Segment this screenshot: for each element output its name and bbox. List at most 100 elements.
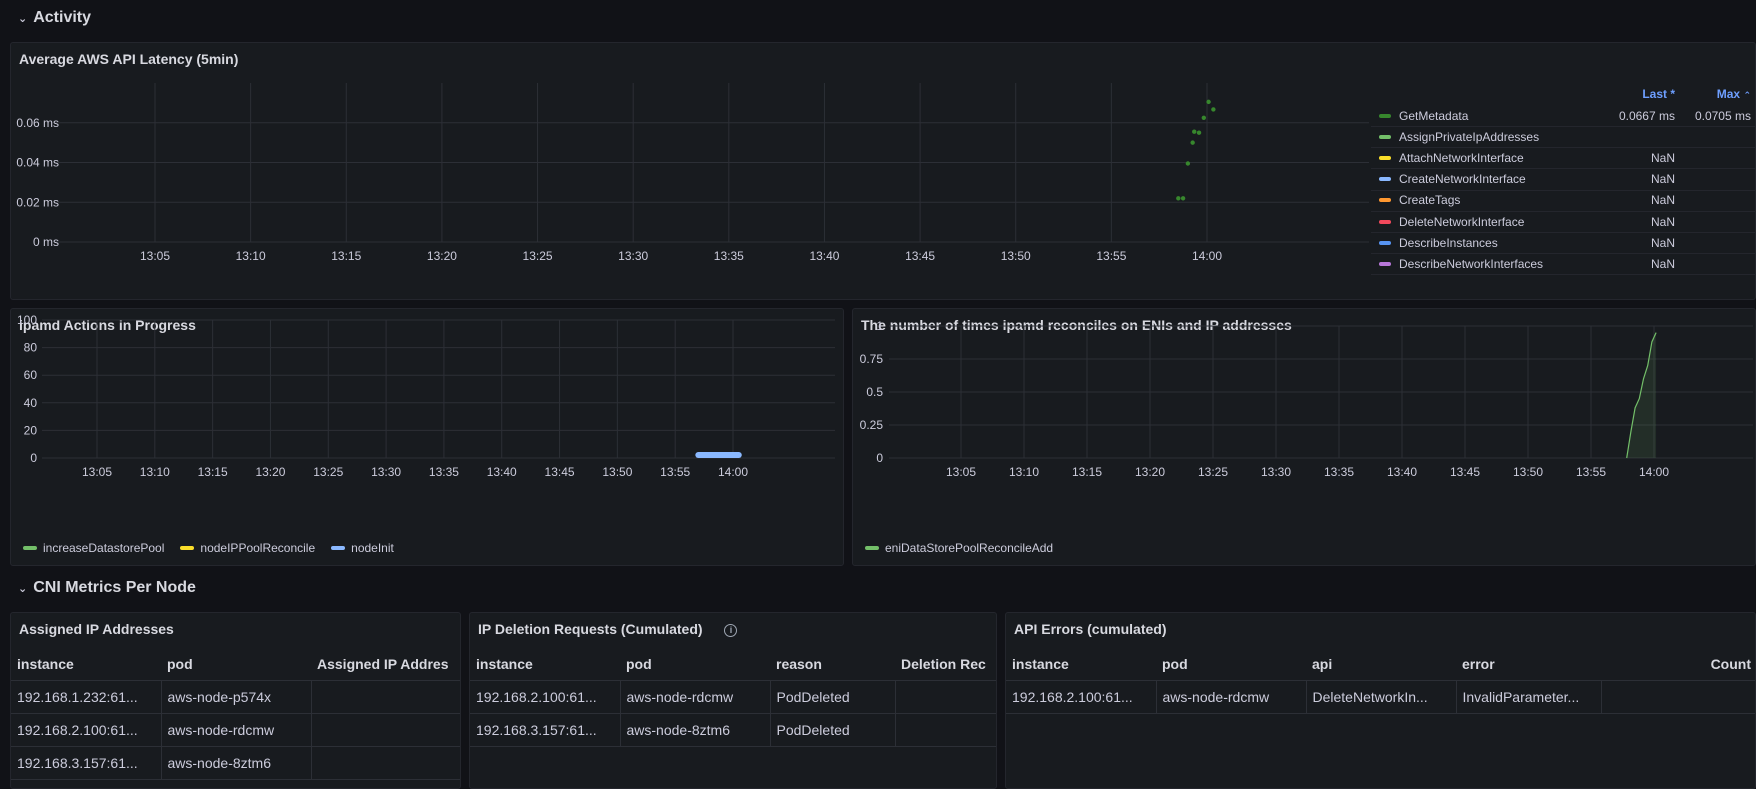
x-tick-label: 13:50 <box>1513 465 1543 479</box>
series-name: eniDataStorePoolReconcileAdd <box>885 541 1054 555</box>
x-tick-label: 13:25 <box>313 465 343 479</box>
panel-title[interactable]: ipamd Actions in Progress <box>19 317 196 333</box>
x-tick-label: 13:15 <box>1072 465 1102 479</box>
x-tick-label: 13:10 <box>140 465 170 479</box>
data-point <box>1176 196 1181 201</box>
legend-header-last[interactable]: Last * <box>1642 87 1675 101</box>
legend-item[interactable]: CreateTags NaN <box>1371 190 1755 212</box>
panel-api-errors: API Errors (cumulated) instance pod api err… <box>1005 612 1756 789</box>
table-cell <box>895 680 996 714</box>
series-swatch <box>1379 113 1391 118</box>
column-header[interactable]: Deletion Rec <box>895 647 996 681</box>
series-last: NaN <box>1650 256 1675 271</box>
column-header[interactable]: error <box>1456 647 1601 681</box>
chevron-down-icon: ⌄ <box>18 582 28 595</box>
info-icon[interactable]: i <box>724 623 738 637</box>
y-tick-label: 0 ms <box>33 235 59 249</box>
row-activity-toggle[interactable]: ⌄ Activity <box>18 6 91 30</box>
series-name: DescribeNetworkInterfaces <box>1399 256 1544 271</box>
series-last: NaN <box>1650 172 1675 187</box>
column-header[interactable]: Assigned IP Addres <box>311 647 460 681</box>
x-tick-label: 14:00 <box>718 465 748 479</box>
table-cell: InvalidParameter... <box>1456 680 1602 714</box>
series-last: NaN <box>1650 235 1675 250</box>
column-header[interactable]: api <box>1306 647 1456 681</box>
data-point <box>1180 196 1186 201</box>
series-name: nodeIPPoolReconcile <box>200 541 316 555</box>
panel-title[interactable]: Assigned IP Addresses <box>19 621 174 637</box>
column-header[interactable]: reason <box>770 647 895 681</box>
x-tick-label: 13:30 <box>618 249 648 263</box>
x-tick-label: 13:35 <box>1324 465 1354 479</box>
legend-item[interactable]: CreateNetworkInterface NaN <box>1371 169 1755 191</box>
legend-item[interactable]: eniDataStorePoolReconcileAdd <box>865 541 1053 555</box>
data-point <box>1185 161 1191 166</box>
data-point <box>1192 129 1197 134</box>
column-header[interactable]: Count <box>1601 647 1755 681</box>
x-tick-label: 13:15 <box>198 465 228 479</box>
panel-title[interactable]: IP Deletion Requests (Cumulated) i <box>478 621 738 637</box>
legend-item[interactable]: GetMetadata 0.0667 ms 0.0705 ms <box>1371 105 1755 127</box>
legend-header-max[interactable]: Max ⌃ <box>1716 87 1751 101</box>
table-cell: 192.168.2.100:61... <box>1006 680 1157 714</box>
series-last: NaN <box>1650 150 1675 165</box>
column-header[interactable]: pod <box>161 647 311 681</box>
panel-title[interactable]: Average AWS API Latency (5min) <box>19 51 239 67</box>
y-tick-label: 60 <box>24 368 38 382</box>
deletion-table: instance pod reason Deletion Rec 192.168.2.1… <box>470 647 996 747</box>
latency-chart: 0 ms 0.02 ms 0.04 ms 0.06 ms 13:05 13:10 13:15… <box>16 83 1369 263</box>
table-row[interactable]: 192.168.2.100:61... aws-node-rdcmw PodDele… <box>470 680 996 714</box>
legend-item[interactable]: AssignPrivateIpAddresses <box>1371 126 1755 149</box>
column-header[interactable]: pod <box>620 647 770 681</box>
panel-title[interactable]: The number of times ipamd reconciles on … <box>861 317 1292 333</box>
table-row[interactable]: 192.168.1.232:61... aws-node-p574x <box>11 680 460 714</box>
x-tick-label: 13:30 <box>1261 465 1291 479</box>
legend-item[interactable]: DescribeNetworkInterfaces NaN <box>1371 253 1755 276</box>
table-cell <box>311 680 460 714</box>
x-tick-label: 13:10 <box>1009 465 1039 479</box>
table-cell: aws-node-rdcmw <box>1156 680 1307 714</box>
legend-item[interactable]: DeleteNetworkInterface NaN <box>1371 211 1755 233</box>
x-tick-label: 13:15 <box>331 249 361 263</box>
table-row[interactable]: 192.168.3.157:61... aws-node-8ztm6 PodDele… <box>470 713 996 747</box>
column-header[interactable]: instance <box>470 647 620 681</box>
legend-item[interactable]: nodeInit <box>331 541 394 555</box>
panel-ipamd-reconciles: The number of times ipamd reconciles on … <box>852 308 1756 566</box>
table-row[interactable]: 192.168.3.157:61... aws-node-8ztm6 <box>11 746 460 780</box>
legend-item[interactable]: nodeIPPoolReconcile <box>180 541 315 555</box>
series-swatch <box>1379 198 1391 203</box>
x-tick-label: 13:35 <box>429 465 459 479</box>
table-cell: PodDeleted <box>770 680 896 714</box>
row-cni-toggle[interactable]: ⌄ CNI Metrics Per Node <box>18 576 196 600</box>
x-tick-label: 13:20 <box>1135 465 1165 479</box>
series-name: CreateNetworkInterface <box>1399 172 1526 187</box>
column-header[interactable]: instance <box>1006 647 1156 681</box>
actions-chart: 0 20 40 60 80 100 13:05 13:10 13:15 13:20 13:25 13:… <box>17 313 835 479</box>
panel-title[interactable]: API Errors (cumulated) <box>1014 621 1167 637</box>
reconciles-chart: 0 0.25 0.5 0.75 1 13:05 13:10 13:15 13:20 13:25 13… <box>860 319 1753 479</box>
data-point <box>1211 107 1216 112</box>
panel-api-latency: Average AWS API Latency (5min) 0 ms 0.02 … <box>10 42 1756 300</box>
legend-item[interactable]: increaseDatastorePool <box>23 541 164 555</box>
x-tick-label: 13:20 <box>255 465 285 479</box>
legend-item[interactable]: AttachNetworkInterface NaN <box>1371 147 1755 170</box>
panel-title-text: IP Deletion Requests (Cumulated) <box>478 621 703 637</box>
table-cell: 192.168.3.157:61... <box>470 713 621 747</box>
series-swatch <box>1379 240 1391 245</box>
y-tick-label: 1 <box>876 319 883 333</box>
column-header[interactable]: pod <box>1156 647 1306 681</box>
table-cell: 192.168.3.157:61... <box>11 746 162 780</box>
legend-item[interactable]: DescribeInstances NaN <box>1371 232 1755 255</box>
y-tick-label: 20 <box>24 423 38 437</box>
x-tick-label: 13:45 <box>545 465 575 479</box>
series-line <box>1626 332 1657 459</box>
table-row[interactable]: 192.168.2.100:61... aws-node-rdcmw DeleteN… <box>1006 680 1755 714</box>
table-row[interactable]: 192.168.2.100:61... aws-node-rdcmw <box>11 713 460 747</box>
series-area <box>1626 332 1657 458</box>
x-tick-label: 13:25 <box>1198 465 1228 479</box>
column-header[interactable]: instance <box>11 647 161 681</box>
series-name: nodeInit <box>351 541 394 555</box>
x-tick-label: 13:45 <box>905 249 935 263</box>
series-swatch <box>1379 155 1391 160</box>
y-tick-label: 0 <box>876 451 883 465</box>
